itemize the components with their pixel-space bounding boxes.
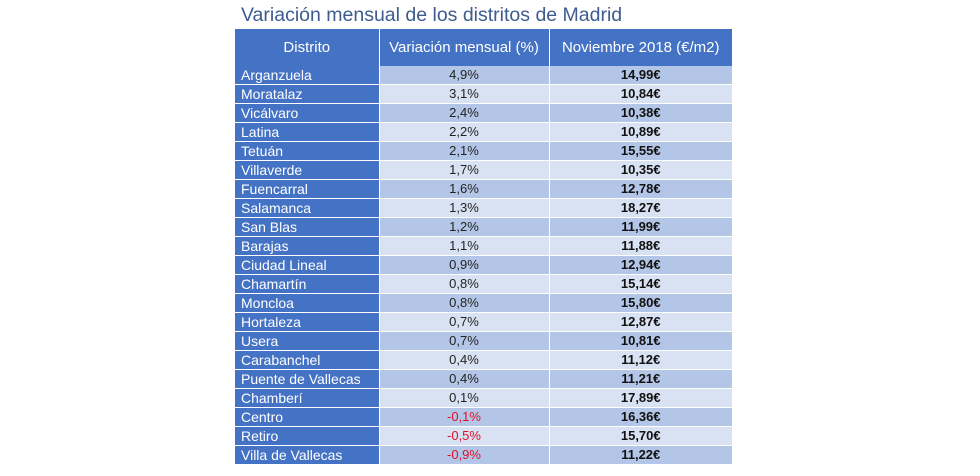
cell-distrito: Moratalaz: [235, 84, 380, 104]
cell-precio: 10,89€: [549, 122, 732, 142]
table-row: Moncloa 0,8% 15,80€: [235, 293, 732, 313]
table-row: Arganzuela 4,9% 14,99€: [235, 66, 732, 85]
cell-precio: 12,94€: [549, 255, 732, 275]
cell-variacion: -0,9%: [379, 445, 550, 465]
table-row: Ciudad Lineal 0,9% 12,94€: [235, 255, 732, 275]
header-distrito: Distrito: [235, 29, 380, 66]
cell-variacion: 1,6%: [379, 179, 550, 199]
cell-precio: 11,22€: [549, 445, 732, 465]
cell-variacion: 0,4%: [379, 369, 550, 389]
cell-precio: 10,84€: [549, 84, 732, 104]
cell-precio: 11,99€: [549, 217, 732, 237]
table-title: Variación mensual de los distritos de Ma…: [241, 4, 623, 26]
table-row: San Blas 1,2% 11,99€: [235, 217, 732, 237]
cell-variacion: 2,1%: [379, 141, 550, 161]
cell-distrito: San Blas: [235, 217, 380, 237]
cell-distrito: Villaverde: [235, 160, 380, 180]
table-row: Latina 2,2% 10,89€: [235, 122, 732, 142]
cell-precio: 11,21€: [549, 369, 732, 389]
table-row: Carabanchel 0,4% 11,12€: [235, 350, 732, 370]
cell-distrito: Arganzuela: [235, 66, 380, 85]
cell-variacion: 1,1%: [379, 236, 550, 256]
cell-precio: 15,70€: [549, 426, 732, 446]
cell-distrito: Carabanchel: [235, 350, 380, 370]
table-row: Usera 0,7% 10,81€: [235, 331, 732, 351]
cell-distrito: Villa de Vallecas: [235, 445, 380, 465]
table-row: Tetuán 2,1% 15,55€: [235, 141, 732, 161]
cell-precio: 10,35€: [549, 160, 732, 180]
cell-precio: 15,55€: [549, 141, 732, 161]
cell-distrito: Fuencarral: [235, 179, 380, 199]
cell-variacion: 0,4%: [379, 350, 550, 370]
cell-variacion: 0,8%: [379, 274, 550, 294]
cell-distrito: Moncloa: [235, 293, 380, 313]
table-row: Fuencarral 1,6% 12,78€: [235, 179, 732, 199]
cell-variacion: 2,2%: [379, 122, 550, 142]
cell-variacion: 0,8%: [379, 293, 550, 313]
cell-precio: 15,80€: [549, 293, 732, 313]
cell-distrito: Retiro: [235, 426, 380, 446]
cell-variacion: 2,4%: [379, 103, 550, 123]
cell-variacion: -0,1%: [379, 407, 550, 427]
header-precio: Noviembre 2018 (€/m2): [549, 29, 732, 66]
cell-variacion: 0,7%: [379, 331, 550, 351]
cell-variacion: 0,9%: [379, 255, 550, 275]
table-row: Villa de Vallecas -0,9% 11,22€: [235, 445, 732, 465]
table-row: Barajas 1,1% 11,88€: [235, 236, 732, 256]
table-row: Centro -0,1% 16,36€: [235, 407, 732, 427]
districts-table: Distrito Variación mensual (%) Noviembre…: [235, 29, 732, 465]
table-row: Vicálvaro 2,4% 10,38€: [235, 103, 732, 123]
cell-distrito: Puente de Vallecas: [235, 369, 380, 389]
cell-precio: 18,27€: [549, 198, 732, 218]
cell-variacion: 1,2%: [379, 217, 550, 237]
table-row: Salamanca 1,3% 18,27€: [235, 198, 732, 218]
cell-distrito: Centro: [235, 407, 380, 427]
cell-distrito: Vicálvaro: [235, 103, 380, 123]
cell-distrito: Tetuán: [235, 141, 380, 161]
cell-distrito: Usera: [235, 331, 380, 351]
cell-variacion: 1,3%: [379, 198, 550, 218]
cell-precio: 12,87€: [549, 312, 732, 332]
table-row: Hortaleza 0,7% 12,87€: [235, 312, 732, 332]
cell-precio: 16,36€: [549, 407, 732, 427]
header-row: Distrito Variación mensual (%) Noviembre…: [235, 29, 732, 66]
cell-precio: 15,14€: [549, 274, 732, 294]
cell-variacion: 0,7%: [379, 312, 550, 332]
cell-distrito: Ciudad Lineal: [235, 255, 380, 275]
cell-variacion: 3,1%: [379, 84, 550, 104]
cell-distrito: Chamartín: [235, 274, 380, 294]
cell-variacion: 0,1%: [379, 388, 550, 408]
cell-precio: 12,78€: [549, 179, 732, 199]
cell-distrito: Barajas: [235, 236, 380, 256]
table-row: Puente de Vallecas 0,4% 11,21€: [235, 369, 732, 389]
cell-precio: 17,89€: [549, 388, 732, 408]
header-variacion: Variación mensual (%): [379, 29, 550, 66]
cell-precio: 11,88€: [549, 236, 732, 256]
table-row: Chamartín 0,8% 15,14€: [235, 274, 732, 294]
cell-variacion: 1,7%: [379, 160, 550, 180]
table-row: Chamberí 0,1% 17,89€: [235, 388, 732, 408]
cell-variacion: -0,5%: [379, 426, 550, 446]
cell-variacion: 4,9%: [379, 66, 550, 85]
cell-precio: 10,38€: [549, 103, 732, 123]
cell-distrito: Chamberí: [235, 388, 380, 408]
cell-distrito: Hortaleza: [235, 312, 380, 332]
table-row: Moratalaz 3,1% 10,84€: [235, 84, 732, 104]
table-row: Retiro -0,5% 15,70€: [235, 426, 732, 446]
table-row: Villaverde 1,7% 10,35€: [235, 160, 732, 180]
cell-precio: 14,99€: [549, 66, 732, 85]
cell-precio: 11,12€: [549, 350, 732, 370]
cell-distrito: Salamanca: [235, 198, 380, 218]
cell-precio: 10,81€: [549, 331, 732, 351]
cell-distrito: Latina: [235, 122, 380, 142]
table-body: Arganzuela 4,9% 14,99€ Moratalaz 3,1% 10,84€ V…: [235, 66, 732, 465]
